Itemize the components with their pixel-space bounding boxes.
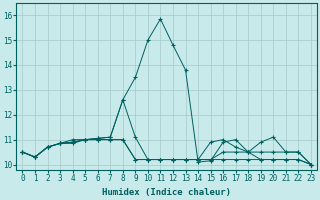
X-axis label: Humidex (Indice chaleur): Humidex (Indice chaleur) (102, 188, 231, 197)
